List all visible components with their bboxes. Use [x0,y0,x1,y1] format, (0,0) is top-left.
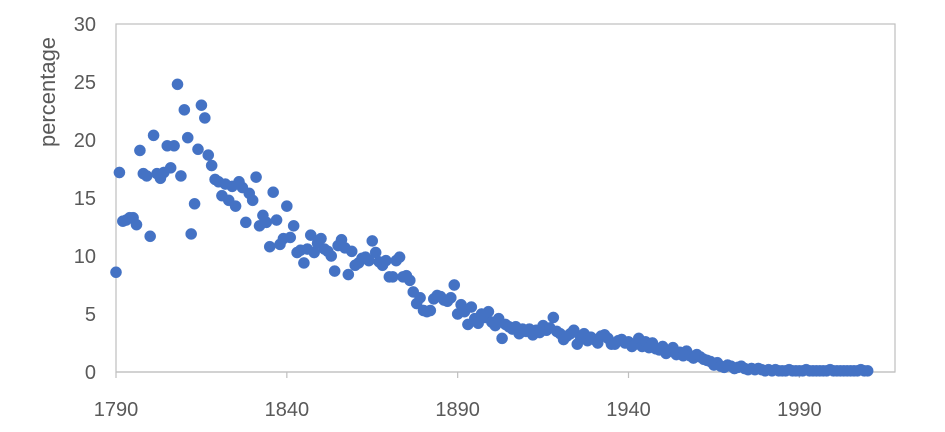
data-point [342,268,355,281]
data-point [267,186,279,198]
data-point [130,218,143,231]
data-point [195,99,208,111]
x-tick-label: 1890 [435,399,480,421]
y-tick-label: 25 [74,72,96,94]
data-point [110,266,122,279]
data-point [496,332,508,345]
data-point [205,159,218,172]
data-point [181,131,194,144]
data-point [547,311,560,324]
y-tick-label: 10 [74,246,96,268]
data-point [263,240,276,253]
data-point [304,229,317,241]
data-points [110,78,874,377]
data-point [861,365,874,377]
data-point [113,166,126,179]
data-point [202,149,215,161]
data-point [482,305,495,318]
data-point [246,194,259,207]
data-point [185,228,197,240]
y-axis-title: percentage [35,37,60,147]
data-point [465,301,478,313]
x-tick-label: 1990 [777,399,822,421]
x-tick-label: 1840 [265,399,310,421]
data-point [393,251,406,263]
data-point [175,170,187,182]
y-tick-label: 20 [74,130,96,152]
data-point [445,291,457,304]
data-point [287,220,300,232]
data-point [298,257,310,269]
data-point [380,254,392,267]
data-point [240,216,252,229]
data-point [250,171,262,183]
y-tick-label: 5 [85,304,96,326]
data-point [199,112,211,124]
data-point [178,104,191,116]
data-point [134,144,146,157]
y-tick-label: 15 [74,188,96,210]
y-tick-label: 30 [74,14,96,36]
data-point [192,143,204,156]
data-point [188,197,201,210]
data-point [328,265,341,277]
y-tick-label: 0 [85,362,96,384]
tick-labels: 0 5 10 15 20 25 30 1790 1840 1890 1940 1990 [74,14,822,421]
x-tick-label: 1790 [94,399,139,421]
data-point [345,245,358,258]
data-point [386,271,399,283]
data-point [325,250,338,262]
data-point [171,78,184,91]
data-point [281,200,293,212]
data-point [315,232,327,245]
data-point [366,235,379,247]
data-point [168,139,180,152]
data-point [404,274,416,287]
data-point [144,230,156,243]
data-point [270,214,283,226]
data-point [147,129,160,142]
data-point [414,291,426,304]
x-tick-label: 1940 [606,399,651,421]
data-point [164,162,177,174]
data-point [424,304,437,317]
data-point [284,231,297,244]
data-point [140,170,153,182]
data-point [260,216,273,229]
data-point [448,279,461,291]
data-point [229,200,242,212]
